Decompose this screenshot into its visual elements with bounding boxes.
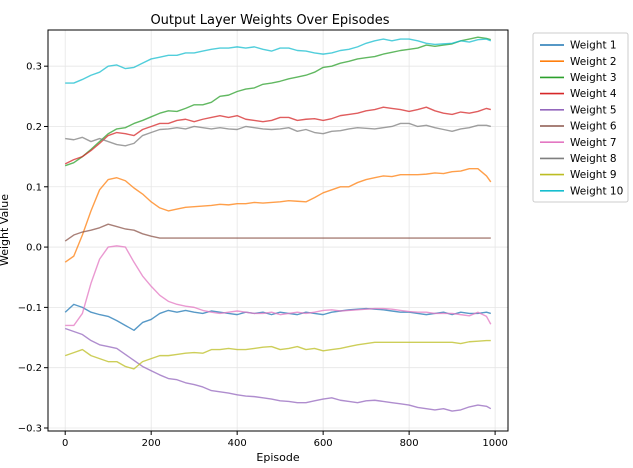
legend-entry-weight-3: Weight 3 — [540, 72, 617, 84]
series-layer — [64, 36, 492, 412]
series-line-weight-1 — [64, 303, 491, 331]
series-line-weight-3 — [64, 36, 491, 167]
y-tick-label: −0.1 — [18, 303, 42, 314]
x-tick-label: 600 — [314, 438, 333, 449]
y-tick-label: −0.3 — [18, 423, 42, 434]
legend-label: Weight 3 — [570, 72, 617, 84]
legend-box — [532, 32, 629, 203]
x-tick-label: 0 — [62, 438, 68, 449]
legend: Weight 1 Weight 2 Weight 3 Weight 4 Weight 5… — [532, 32, 629, 203]
x-axis-label: Episode — [256, 451, 299, 464]
legend-entry-weight-9: Weight 9 — [540, 169, 617, 181]
legend-label: Weight 9 — [570, 169, 617, 181]
y-tick-label: 0.1 — [26, 182, 42, 193]
series-line-weight-6 — [64, 223, 491, 242]
legend-entry-weight-7: Weight 7 — [540, 137, 617, 149]
legend-items: Weight 1 Weight 2 Weight 3 Weight 4 Weight 5… — [540, 40, 623, 197]
x-tick-label: 1000 — [482, 438, 507, 449]
series-line-weight-10 — [65, 38, 492, 84]
y-tick-label: 0.2 — [26, 122, 42, 133]
series-line-weight-5 — [64, 327, 492, 412]
legend-entry-weight-2: Weight 2 — [540, 56, 617, 68]
legend-entry-weight-10: Weight 10 — [540, 185, 623, 197]
y-tick-label: 0.0 — [26, 243, 42, 254]
y-tick-label: 0.3 — [26, 62, 42, 73]
legend-label: Weight 4 — [570, 88, 617, 100]
grid-layer — [48, 30, 508, 431]
ticks-layer: 0 200 400 600 800 1000 −0.3 −0.2 −0.1 0.0 0.1 0.2 0.… — [18, 62, 508, 449]
series-line-weight-2 — [64, 167, 492, 263]
legend-label: Weight 2 — [570, 56, 617, 68]
legend-label: Weight 10 — [570, 185, 623, 197]
series-line-weight-4 — [64, 106, 491, 165]
x-tick-label: 400 — [228, 438, 247, 449]
x-tick-label: 200 — [142, 438, 161, 449]
y-tick-label: −0.2 — [18, 363, 42, 374]
legend-label: Weight 5 — [570, 104, 617, 116]
legend-entry-weight-8: Weight 8 — [540, 153, 617, 165]
legend-label: Weight 7 — [570, 137, 617, 149]
series-line-weight-9 — [64, 339, 491, 370]
series-line-weight-8 — [65, 122, 491, 147]
chart-title: Output Layer Weights Over Episodes — [150, 13, 389, 28]
legend-entry-weight-6: Weight 6 — [540, 121, 617, 133]
plot-frame — [47, 29, 509, 432]
legend-label: Weight 1 — [570, 40, 617, 52]
x-tick-label: 800 — [400, 438, 419, 449]
legend-entry-weight-4: Weight 4 — [540, 88, 617, 100]
legend-label: Weight 6 — [570, 121, 617, 133]
series-line-weight-7 — [65, 245, 492, 327]
y-axis-label: Weight Value — [0, 194, 11, 266]
legend-label: Weight 8 — [570, 153, 617, 165]
legend-entry-weight-5: Weight 5 — [540, 104, 617, 116]
legend-entry-weight-1: Weight 1 — [540, 40, 617, 52]
